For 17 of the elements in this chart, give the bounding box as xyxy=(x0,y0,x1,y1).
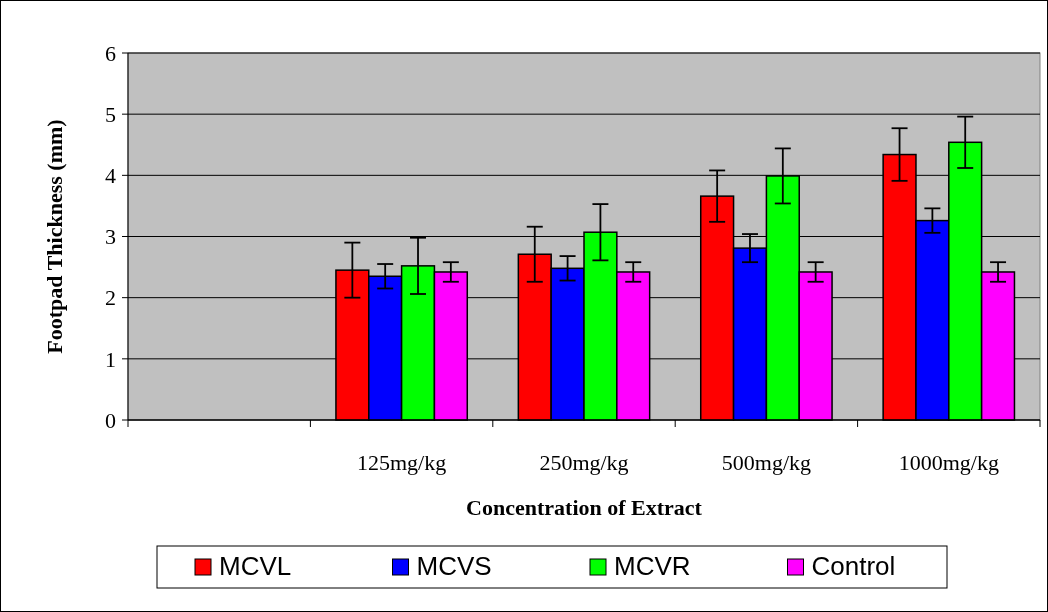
y-tick-label: 4 xyxy=(105,163,116,189)
legend-label: MCVS xyxy=(416,551,492,581)
y-tick-label: 1 xyxy=(105,346,116,372)
x-tick-label: 500mg/kg xyxy=(721,450,812,475)
y-tick-label: 2 xyxy=(105,285,116,311)
y-axis-title: Footpad Thickness (mm) xyxy=(42,119,67,354)
legend-label: MCVL xyxy=(219,551,292,581)
y-tick-label: 3 xyxy=(105,224,116,250)
x-tick-label: 125mg/kg xyxy=(356,450,447,475)
x-tick-label: 250mg/kg xyxy=(539,450,629,475)
legend-label: Control xyxy=(811,551,896,581)
legend-label: MCVR xyxy=(614,551,691,581)
x-tick-label: 1000mg/kg xyxy=(898,450,999,475)
y-tick-label: 6 xyxy=(105,40,116,66)
x-axis-title: Concentration of Extract xyxy=(466,495,703,520)
y-tick-label: 5 xyxy=(105,101,116,127)
y-tick-label: 0 xyxy=(105,407,116,433)
